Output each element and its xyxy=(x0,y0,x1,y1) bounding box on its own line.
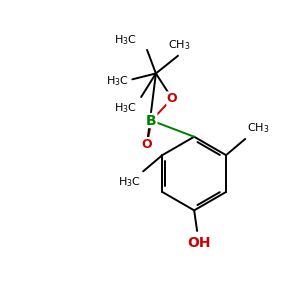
Text: O: O xyxy=(167,92,177,105)
Text: CH$_3$: CH$_3$ xyxy=(168,38,191,52)
Text: O: O xyxy=(142,138,152,151)
Text: H$_3$C: H$_3$C xyxy=(118,175,141,189)
Text: H$_3$C: H$_3$C xyxy=(106,74,129,88)
Text: OH: OH xyxy=(187,236,210,250)
Text: H$_3$C: H$_3$C xyxy=(114,33,137,47)
Text: H$_3$C: H$_3$C xyxy=(114,101,137,115)
Text: B: B xyxy=(146,114,157,128)
Text: CH$_3$: CH$_3$ xyxy=(247,122,269,135)
